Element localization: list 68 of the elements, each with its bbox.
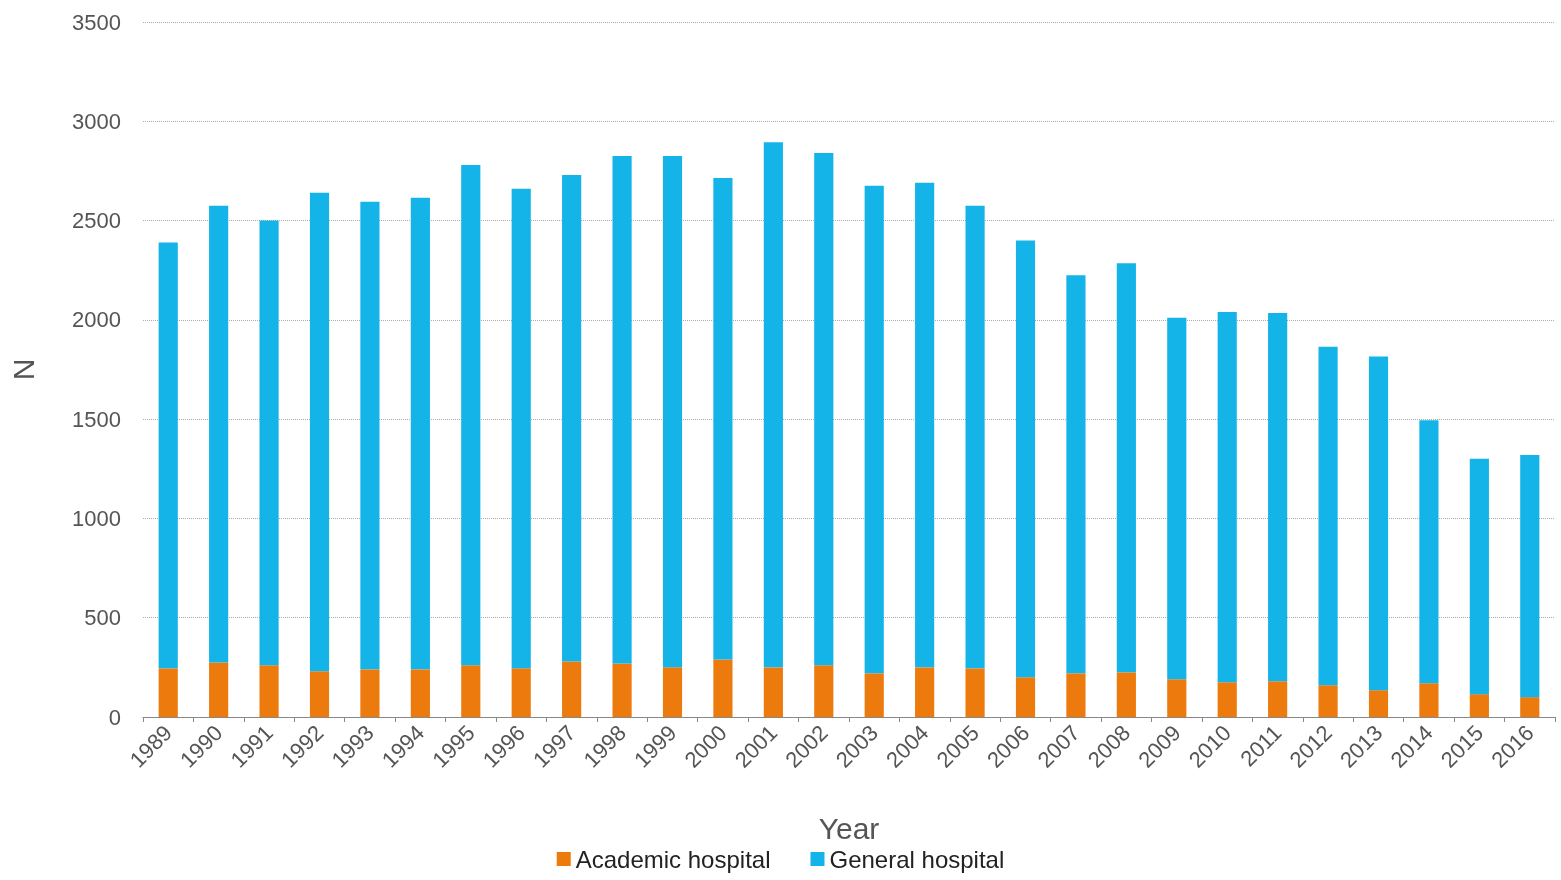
y-tick-label: 500: [84, 605, 121, 631]
bar: [1520, 454, 1540, 698]
y-tick-label: 3500: [72, 9, 121, 35]
bar: [511, 668, 531, 717]
bar: [410, 669, 430, 717]
bar: [461, 665, 481, 717]
bar: [1268, 312, 1288, 682]
bar: [410, 197, 430, 670]
bar: [965, 205, 985, 669]
y-tick-label: 2000: [72, 307, 121, 333]
bar: [1469, 694, 1489, 717]
bar: [814, 153, 834, 666]
bar: [461, 164, 481, 666]
bar: [511, 188, 531, 669]
bar: [814, 665, 834, 717]
bar: [1167, 679, 1187, 717]
bar: [662, 667, 683, 717]
bar: [612, 156, 632, 664]
y-tick-label: 1000: [72, 505, 121, 531]
bar: [1368, 356, 1389, 691]
bar: [864, 185, 884, 674]
bar: [612, 663, 632, 717]
bar: [309, 192, 330, 672]
bar: [763, 142, 783, 668]
bar: [1368, 690, 1389, 717]
x-axis-title: Year: [818, 811, 880, 845]
bar: [965, 668, 985, 717]
bar: [1217, 311, 1237, 683]
bar: [915, 667, 935, 717]
bar: [1116, 672, 1136, 717]
bar: [713, 177, 733, 660]
bar: [1318, 346, 1338, 686]
bar: [360, 669, 380, 717]
bar: [1116, 263, 1136, 673]
bar: [1015, 677, 1036, 717]
bar: [1469, 458, 1489, 695]
legend-label: Academic hospital: [575, 845, 771, 873]
bar: [1167, 317, 1187, 680]
bar: [158, 242, 178, 669]
bar: [1015, 240, 1036, 678]
bar: [209, 662, 229, 717]
bar: [864, 673, 884, 717]
bar: [360, 201, 380, 670]
bar: [915, 182, 935, 668]
bar: [1520, 697, 1540, 717]
bar: [309, 671, 330, 717]
bar: [1066, 275, 1086, 674]
bar: [562, 661, 582, 717]
bar: [259, 220, 279, 666]
bar: [1318, 685, 1338, 717]
bar: [1419, 420, 1439, 684]
bar: [1066, 673, 1086, 717]
y-tick-label: 0: [108, 704, 121, 730]
bar: [1217, 682, 1237, 717]
bar: [1419, 683, 1439, 717]
bar: [209, 205, 229, 663]
y-tick-label: 2500: [72, 208, 121, 234]
bar: [1268, 681, 1288, 717]
bar: [259, 665, 279, 717]
bar: [763, 667, 783, 717]
bar: [562, 174, 582, 662]
bar: [662, 156, 683, 668]
bar: [158, 668, 178, 717]
y-tick-label: 1500: [72, 406, 121, 432]
legend-label: General hospital: [829, 845, 1005, 873]
bar: [713, 659, 733, 717]
y-axis-title: N: [6, 358, 40, 381]
y-tick-label: 3000: [72, 108, 121, 134]
